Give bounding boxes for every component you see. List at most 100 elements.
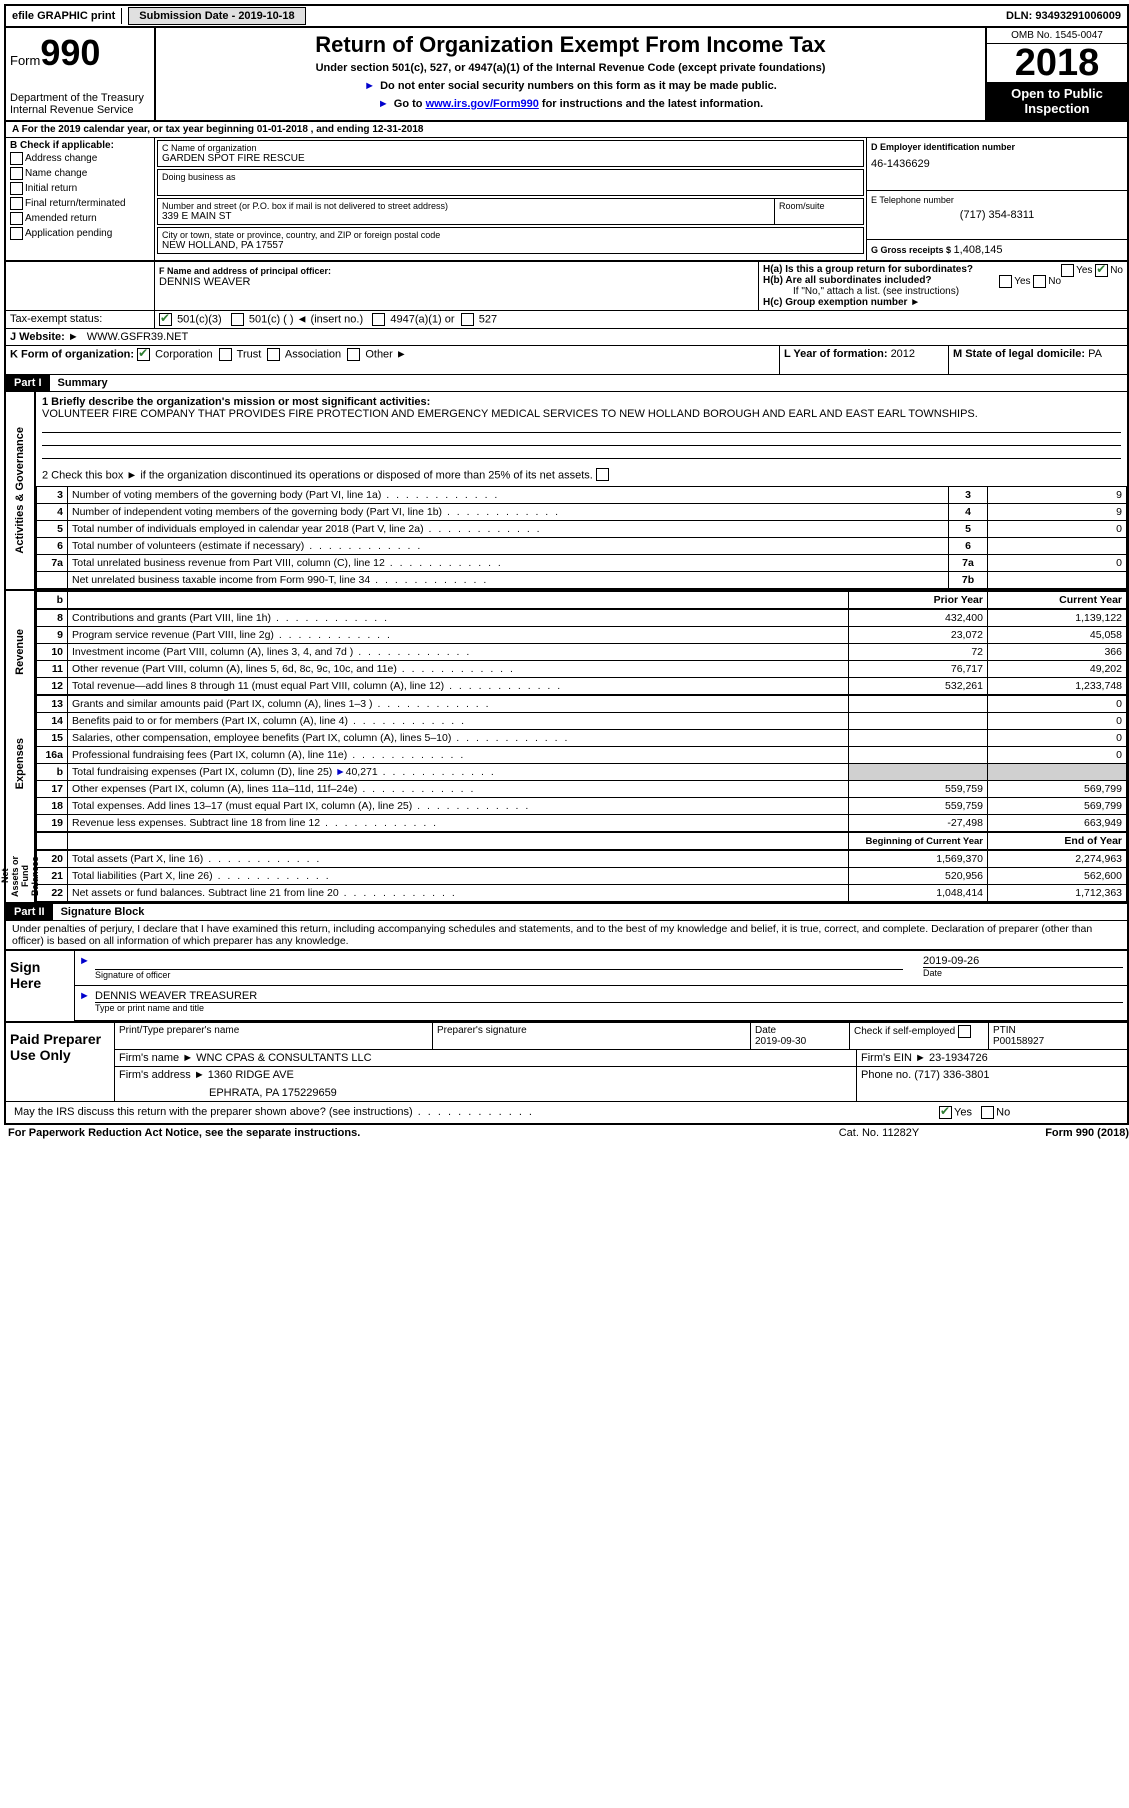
checkbox-icon[interactable] — [958, 1025, 971, 1038]
check-address-change[interactable]: Address change — [10, 151, 150, 166]
checkbox-icon[interactable] — [231, 313, 244, 326]
name-title-label: Type or print name and title — [95, 1003, 1123, 1013]
discuss-row: May the IRS discuss this return with the… — [6, 1101, 1127, 1123]
chk-label: Application pending — [25, 228, 112, 239]
table-row: 10Investment income (Part VIII, column (… — [37, 644, 1127, 661]
part2-header: Part II Signature Block — [6, 904, 1127, 921]
netassets-section: Net Assets or Fund Balances 20Total asse… — [6, 850, 1127, 904]
checkbox-icon[interactable] — [461, 313, 474, 326]
form-header: Form990 Department of the Treasury Inter… — [6, 28, 1127, 122]
checkbox-icon[interactable] — [347, 348, 360, 361]
arrow-icon — [364, 80, 377, 92]
website-label: J Website: ► — [6, 329, 83, 345]
org-name-box: C Name of organization GARDEN SPOT FIRE … — [157, 140, 864, 167]
checkbox-icon[interactable] — [1033, 275, 1046, 288]
section-deg: D Employer identification number 46-1436… — [866, 138, 1127, 260]
section-g: G Gross receipts $ 1,408,145 — [867, 240, 1127, 260]
entity-block: B Check if applicable: Address change Na… — [6, 138, 1127, 262]
checkbox-checked-icon[interactable] — [1095, 264, 1108, 277]
opt-association: Association — [285, 348, 341, 360]
checkbox-icon[interactable] — [372, 313, 385, 326]
prior-year-header: Prior Year — [849, 592, 988, 609]
fh-spacer — [6, 262, 154, 310]
part1-badge: Part I — [6, 375, 50, 391]
opt-4947: 4947(a)(1) or — [390, 313, 454, 325]
check-amended-return[interactable]: Amended return — [10, 211, 150, 226]
activities-section: Activities & Governance 1 Briefly descri… — [6, 392, 1127, 589]
table-row: bTotal fundraising expenses (Part IX, co… — [37, 764, 1127, 781]
check-final-return[interactable]: Final return/terminated — [10, 196, 150, 211]
begin-year-header: Beginning of Current Year — [849, 833, 988, 850]
gross-receipts-label: G Gross receipts $ — [871, 245, 954, 255]
checkbox-checked-icon[interactable] — [159, 313, 172, 326]
hb-text: H(b) Are all subordinates included? — [763, 275, 932, 286]
footer-year: 2018 — [1101, 1127, 1125, 1139]
form-990-container: efile GRAPHIC print Submission Date - 20… — [4, 4, 1129, 1125]
yes-label: Yes — [954, 1106, 972, 1118]
check-application-pending[interactable]: Application pending — [10, 226, 150, 241]
table-row: 9Program service revenue (Part VIII, lin… — [37, 627, 1127, 644]
footer-mid: Cat. No. 11282Y — [779, 1127, 979, 1139]
table-row: 3Number of voting members of the governi… — [37, 487, 1127, 504]
check-initial-return[interactable]: Initial return — [10, 181, 150, 196]
checkbox-icon[interactable] — [219, 348, 232, 361]
checkbox-checked-icon[interactable] — [137, 348, 150, 361]
paid-preparer-body: Print/Type preparer's name Preparer's si… — [115, 1023, 1127, 1101]
line2: 2 Check this box ► if the organization d… — [42, 469, 1121, 482]
checkbox-icon[interactable] — [1061, 264, 1074, 277]
prep-date: 2019-09-30 — [755, 1036, 806, 1047]
subtitle-2-wrap: Do not enter social security numbers on … — [160, 80, 981, 92]
table-row: 7aTotal unrelated business revenue from … — [37, 555, 1127, 572]
yes-label: Yes — [1076, 265, 1092, 276]
expenses-section: Expenses 13Grants and similar amounts pa… — [6, 695, 1127, 832]
revenue-section: Revenue 8Contributions and grants (Part … — [6, 609, 1127, 695]
firm-ein: 23-1934726 — [929, 1052, 988, 1064]
prep-sig-label: Preparer's signature — [433, 1023, 751, 1049]
table-row: 11Other revenue (Part VIII, column (A), … — [37, 661, 1127, 678]
tax-exempt-label: Tax-exempt status: — [6, 311, 155, 328]
checkbox-icon[interactable] — [999, 275, 1012, 288]
hc-text: H(c) Group exemption number ► — [763, 297, 920, 308]
b-cell: b — [37, 592, 68, 609]
current-year-header: Current Year — [988, 592, 1127, 609]
sig-officer-row: Signature of officer 2019-09-26 Date — [75, 951, 1127, 986]
table-row: 20Total assets (Part X, line 16)1,569,37… — [37, 851, 1127, 868]
yes-label: Yes — [1014, 276, 1030, 287]
sign-here-label: Sign Here — [6, 951, 75, 1021]
checkbox-checked-icon[interactable] — [939, 1106, 952, 1119]
firm-addr-label: Firm's address ► — [119, 1069, 205, 1081]
city-label: City or town, state or province, country… — [162, 230, 859, 240]
paid-preparer-label: Paid Preparer Use Only — [6, 1023, 115, 1101]
firm-name-label: Firm's name ► — [119, 1052, 193, 1064]
chk-label: Name change — [25, 168, 87, 179]
footer-left: For Paperwork Reduction Act Notice, see … — [8, 1127, 779, 1139]
netassets-side-label: Net Assets or Fund Balances — [6, 850, 36, 902]
end-year-header: End of Year — [988, 833, 1127, 850]
checkbox-icon[interactable] — [267, 348, 280, 361]
revenue-table: 8Contributions and grants (Part VIII, li… — [36, 609, 1127, 695]
table-row: 15Salaries, other compensation, employee… — [37, 730, 1127, 747]
prep-date-label: Date — [755, 1025, 776, 1036]
blank — [37, 833, 68, 850]
addr-label: Number and street (or P.O. box if mail i… — [162, 201, 770, 211]
ptin-value: P00158927 — [993, 1036, 1044, 1047]
section-f: F Name and address of principal officer:… — [154, 262, 758, 310]
checkbox-icon[interactable] — [596, 468, 609, 481]
room-label: Room/suite — [779, 201, 859, 211]
ein-value: 46-1436629 — [871, 158, 1123, 170]
hc-row: H(c) Group exemption number ► — [763, 297, 1123, 308]
subtitle-2: Do not enter social security numbers on … — [380, 80, 777, 92]
section-b-title: B Check if applicable: — [10, 140, 150, 151]
opt-other: Other ► — [365, 348, 406, 360]
check-name-change[interactable]: Name change — [10, 166, 150, 181]
chk-label: Final return/terminated — [25, 198, 126, 209]
no-label: No — [996, 1106, 1010, 1118]
checkbox-icon[interactable] — [981, 1106, 994, 1119]
irs-link[interactable]: www.irs.gov/Form990 — [426, 98, 539, 110]
table-row: 18Total expenses. Add lines 13–17 (must … — [37, 798, 1127, 815]
ptin-label: PTIN — [993, 1025, 1016, 1036]
twocol-header-row: b Prior Year Current Year — [6, 589, 1127, 609]
checkbox-icon — [10, 167, 23, 180]
phone-label: E Telephone number — [871, 195, 1123, 205]
side-text: Net Assets or Fund Balances — [0, 850, 42, 902]
